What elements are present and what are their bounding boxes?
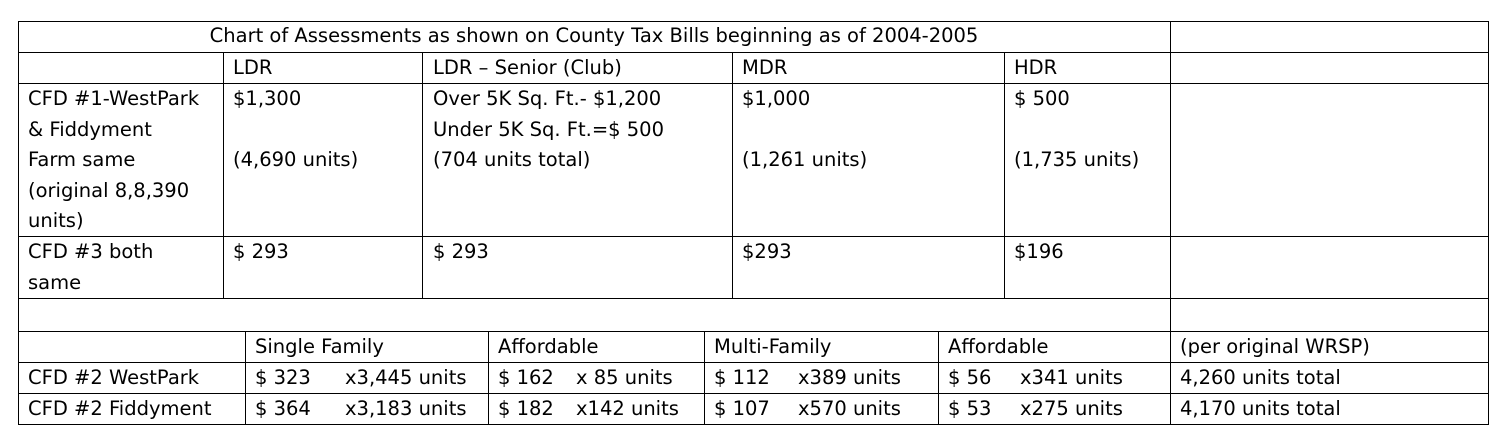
rule-spacer-bottom	[18, 331, 1489, 332]
rule-bottom-col-4	[938, 331, 939, 425]
rule-top-col-4	[1004, 52, 1005, 299]
cell-cfd3-hdr: $196	[1014, 240, 1064, 263]
units-fiddyment-affordable-mf: x275 units	[1020, 397, 1123, 420]
cell-cfd1-mdr: $1,000 (1,261 units)	[742, 87, 868, 171]
units-fiddyment-affordable-sf: x142 units	[576, 397, 679, 420]
rule-notes-col	[1170, 21, 1171, 425]
header-hdr: HDR	[1014, 56, 1058, 79]
assessment-table: Chart of Assessments as shown on County …	[18, 21, 1489, 426]
units-fiddyment-single-family: x3,183 units	[345, 397, 467, 420]
amount-westpark-single-family: $ 323	[255, 366, 311, 389]
rule-top-col-1	[223, 52, 224, 299]
total-fiddyment: 4,170 units total	[1180, 397, 1341, 420]
rule-bottom-col-2	[488, 331, 489, 425]
cell-cfd3-ldr: $ 293	[233, 240, 289, 263]
rule-right	[1488, 21, 1489, 425]
rule-westpark-bottom	[18, 393, 1489, 394]
rule-row2-bottom	[18, 298, 1489, 299]
row-label-cfd2-fiddyment: CFD #2 Fiddyment	[28, 397, 212, 420]
header-multi-family: Multi-Family	[714, 335, 832, 358]
cell-cfd3-mdr: $293	[742, 240, 792, 263]
amount-fiddyment-affordable-sf: $ 182	[498, 397, 554, 420]
header-ldr-senior: LDR – Senior (Club)	[433, 56, 622, 79]
row-label-cfd3: CFD #3 both same	[28, 240, 154, 294]
rule-row1-bottom	[18, 236, 1489, 237]
rule-top	[18, 21, 1489, 22]
rule-bottom-col-1	[245, 331, 246, 425]
cell-cfd1-ldr-senior: Over 5K Sq. Ft.- $1,200 Under 5K Sq. Ft.…	[433, 87, 664, 171]
table-title: Chart of Assessments as shown on County …	[209, 24, 979, 47]
cell-cfd1-hdr: $ 500 (1,735 units)	[1014, 87, 1140, 171]
rule-left	[18, 21, 19, 425]
header-affordable-mf: Affordable	[948, 335, 1049, 358]
total-westpark: 4,260 units total	[1180, 366, 1341, 389]
units-westpark-affordable-mf: x341 units	[1020, 366, 1123, 389]
rule-header-bottom	[18, 83, 1489, 84]
rule-bottom	[18, 424, 1489, 425]
units-fiddyment-multi-family: x570 units	[798, 397, 901, 420]
amount-fiddyment-affordable-mf: $ 53	[948, 397, 992, 420]
cell-cfd3-ldr-senior: $ 293	[433, 240, 489, 263]
rule-top-col-3	[732, 52, 733, 299]
rule-top-col-2	[422, 52, 423, 299]
header-per-wrsp: (per original WRSP)	[1180, 335, 1370, 358]
amount-fiddyment-multi-family: $ 107	[714, 397, 770, 420]
header-ldr: LDR	[233, 56, 273, 79]
header-mdr: MDR	[742, 56, 788, 79]
units-westpark-affordable-sf: x 85 units	[576, 366, 673, 389]
amount-westpark-affordable-mf: $ 56	[948, 366, 992, 389]
rule-bottom-header	[18, 362, 1489, 363]
units-westpark-multi-family: x389 units	[798, 366, 901, 389]
row-label-cfd2-westpark: CFD #2 WestPark	[28, 366, 200, 389]
rule-bottom-col-3	[704, 331, 705, 425]
row-label-cfd1: CFD #1-WestPark & Fiddyment Farm same (o…	[28, 87, 200, 232]
header-single-family: Single Family	[255, 335, 384, 358]
amount-fiddyment-single-family: $ 364	[255, 397, 311, 420]
amount-westpark-multi-family: $ 112	[714, 366, 770, 389]
rule-title-bottom	[18, 52, 1489, 53]
amount-westpark-affordable-sf: $ 162	[498, 366, 554, 389]
units-westpark-single-family: x3,445 units	[345, 366, 467, 389]
header-affordable-sf: Affordable	[498, 335, 599, 358]
cell-cfd1-ldr: $1,300 (4,690 units)	[233, 87, 359, 171]
